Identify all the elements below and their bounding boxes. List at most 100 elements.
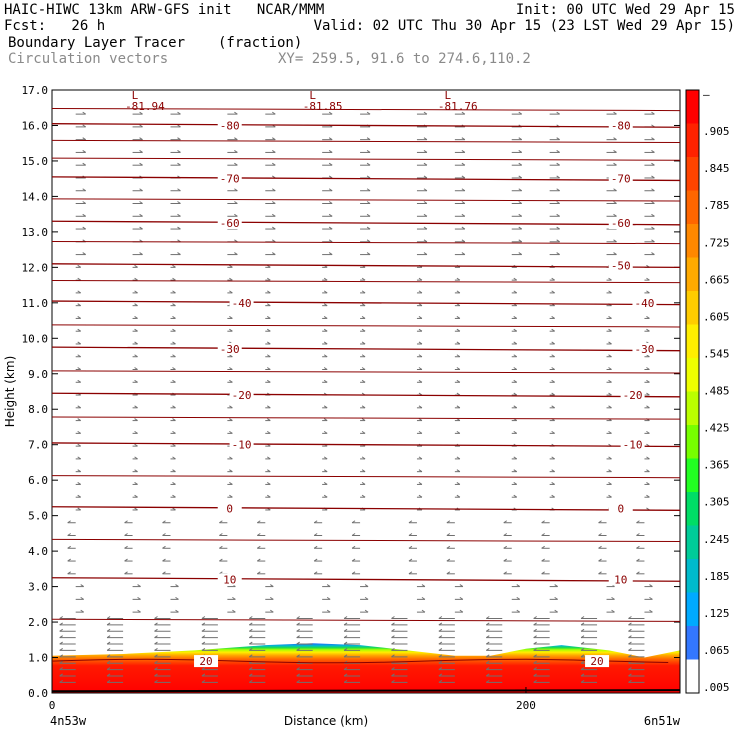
circulation-vector	[162, 520, 171, 524]
vector-head	[124, 571, 128, 575]
circulation-vector	[343, 667, 361, 671]
circulation-vector	[132, 341, 138, 345]
circulation-vector	[416, 430, 423, 434]
circulation-vector	[454, 226, 466, 230]
vector-head	[177, 188, 181, 192]
circulation-vector	[549, 213, 560, 217]
circulation-vector	[265, 341, 271, 345]
vector-head	[67, 571, 71, 575]
circulation-vector	[227, 239, 238, 243]
vector-head	[343, 628, 348, 632]
circulation-vector	[296, 616, 313, 620]
vector-head	[272, 213, 276, 217]
plot-frame	[51, 89, 681, 694]
vector-head	[366, 201, 371, 204]
circulation-vector	[511, 609, 521, 613]
vector-head	[82, 213, 86, 217]
colorbar-label: .665	[703, 273, 730, 286]
circulation-vector	[549, 328, 555, 332]
vector-head	[551, 290, 555, 294]
vector-head	[636, 533, 640, 536]
circulation-vector	[322, 150, 333, 153]
vector-head	[82, 137, 86, 141]
vector-head	[364, 584, 369, 588]
vector-head	[134, 328, 138, 332]
contour-label: -70	[611, 173, 631, 186]
vector-head	[580, 673, 585, 677]
vector-head	[456, 303, 461, 307]
vector-head	[651, 252, 655, 255]
vector-head	[77, 430, 81, 434]
vector-head	[137, 596, 141, 600]
circulation-vector	[644, 482, 650, 485]
vector-head	[456, 482, 461, 485]
circulation-vector	[549, 596, 558, 600]
circulation-vector	[132, 367, 138, 371]
circulation-vector	[67, 545, 76, 549]
vector-head	[77, 354, 81, 358]
vector-head	[446, 558, 451, 562]
vector-head	[351, 533, 356, 536]
contour-label-bg	[229, 438, 254, 451]
circulation-vector	[124, 533, 133, 537]
vector-head	[651, 226, 655, 230]
vector-head	[172, 354, 176, 358]
vector-head	[177, 137, 181, 141]
contour-label: -60	[611, 217, 631, 230]
vector-head	[134, 316, 138, 319]
vector-head	[518, 252, 523, 255]
circulation-vector	[124, 545, 133, 549]
vector-head	[134, 379, 138, 383]
circulation-vector	[391, 654, 408, 658]
circulation-vector	[511, 277, 518, 281]
vector-head	[391, 667, 395, 671]
circulation-vector	[580, 667, 598, 671]
contour-label-bg	[608, 259, 633, 272]
vector-head	[361, 328, 366, 332]
vector-head	[267, 354, 271, 358]
circulation-vector	[59, 641, 76, 645]
circulation-vector	[644, 596, 653, 600]
low-value: -81.94	[125, 100, 165, 113]
circulation-vector	[360, 367, 366, 371]
vector-head	[229, 277, 233, 281]
vector-head	[580, 635, 585, 639]
circulation-vector	[75, 201, 86, 205]
circulation-vector	[265, 252, 276, 256]
vector-head	[134, 418, 138, 422]
vector-head	[503, 545, 508, 549]
circulation-vector	[322, 277, 328, 281]
vector-head	[361, 277, 366, 281]
y-tick-label: 13.0	[22, 226, 49, 239]
circulation-vector	[360, 354, 366, 358]
circulation-vector	[343, 648, 361, 651]
circulation-vector	[75, 443, 81, 447]
circulation-vector	[219, 545, 228, 549]
circulation-vector	[170, 405, 176, 409]
vector-head	[323, 379, 328, 383]
circulation-vector	[485, 660, 503, 664]
vector-head	[456, 354, 461, 358]
circulation-vector	[75, 609, 84, 613]
circulation-vector	[644, 277, 650, 281]
vector-head	[328, 201, 333, 204]
vector-head	[229, 456, 233, 460]
vector-head	[59, 679, 63, 683]
contour-label-bg	[632, 342, 657, 355]
circulation-vector	[549, 252, 560, 256]
circulation-vector	[265, 162, 276, 166]
vector-head	[154, 641, 158, 645]
circulation-vector	[360, 188, 371, 192]
vector-head	[172, 456, 176, 460]
vector-head	[249, 654, 253, 658]
vector-head	[134, 469, 138, 473]
circulation-vector	[322, 213, 333, 217]
circulation-vector	[606, 252, 617, 256]
circulation-vector	[249, 673, 266, 677]
vector-head	[516, 596, 521, 600]
circulation-vector	[170, 443, 176, 447]
circulation-vector	[75, 150, 86, 153]
circulation-vector	[249, 616, 266, 620]
circulation-vector	[75, 137, 86, 141]
circulation-vector	[106, 641, 124, 645]
